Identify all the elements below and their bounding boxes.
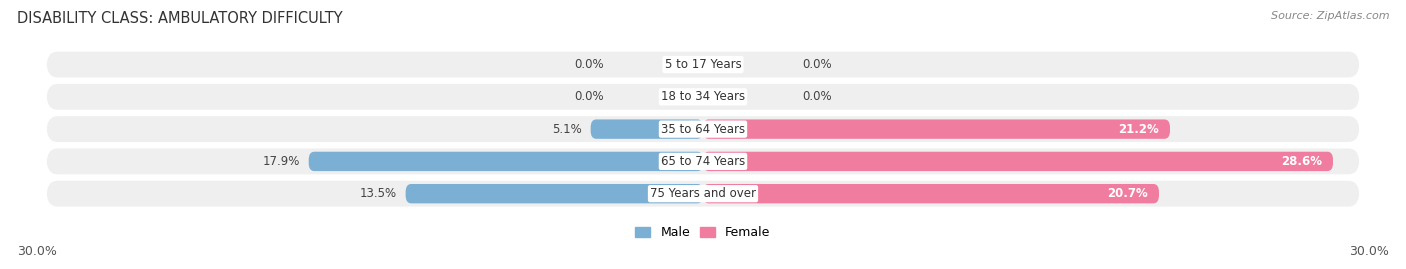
Text: 28.6%: 28.6% <box>1281 155 1322 168</box>
Text: 0.0%: 0.0% <box>574 58 605 71</box>
FancyBboxPatch shape <box>46 52 1360 77</box>
Legend: Male, Female: Male, Female <box>636 226 770 239</box>
FancyBboxPatch shape <box>46 148 1360 174</box>
FancyBboxPatch shape <box>703 152 1333 171</box>
Text: Source: ZipAtlas.com: Source: ZipAtlas.com <box>1271 11 1389 21</box>
FancyBboxPatch shape <box>703 184 1159 203</box>
Text: 75 Years and over: 75 Years and over <box>650 187 756 200</box>
Text: 5.1%: 5.1% <box>553 123 582 136</box>
Text: 35 to 64 Years: 35 to 64 Years <box>661 123 745 136</box>
Text: 0.0%: 0.0% <box>801 90 832 103</box>
Text: 21.2%: 21.2% <box>1118 123 1159 136</box>
Text: 30.0%: 30.0% <box>1350 245 1389 258</box>
FancyBboxPatch shape <box>703 119 1170 139</box>
FancyBboxPatch shape <box>591 119 703 139</box>
Text: 5 to 17 Years: 5 to 17 Years <box>665 58 741 71</box>
Text: 30.0%: 30.0% <box>17 245 56 258</box>
FancyBboxPatch shape <box>309 152 703 171</box>
FancyBboxPatch shape <box>46 84 1360 110</box>
FancyBboxPatch shape <box>46 116 1360 142</box>
Text: 18 to 34 Years: 18 to 34 Years <box>661 90 745 103</box>
Text: 0.0%: 0.0% <box>801 58 832 71</box>
FancyBboxPatch shape <box>46 181 1360 207</box>
Text: 0.0%: 0.0% <box>574 90 605 103</box>
Text: DISABILITY CLASS: AMBULATORY DIFFICULTY: DISABILITY CLASS: AMBULATORY DIFFICULTY <box>17 11 343 26</box>
Text: 17.9%: 17.9% <box>263 155 299 168</box>
FancyBboxPatch shape <box>405 184 703 203</box>
Text: 65 to 74 Years: 65 to 74 Years <box>661 155 745 168</box>
Text: 20.7%: 20.7% <box>1107 187 1147 200</box>
Text: 13.5%: 13.5% <box>360 187 396 200</box>
